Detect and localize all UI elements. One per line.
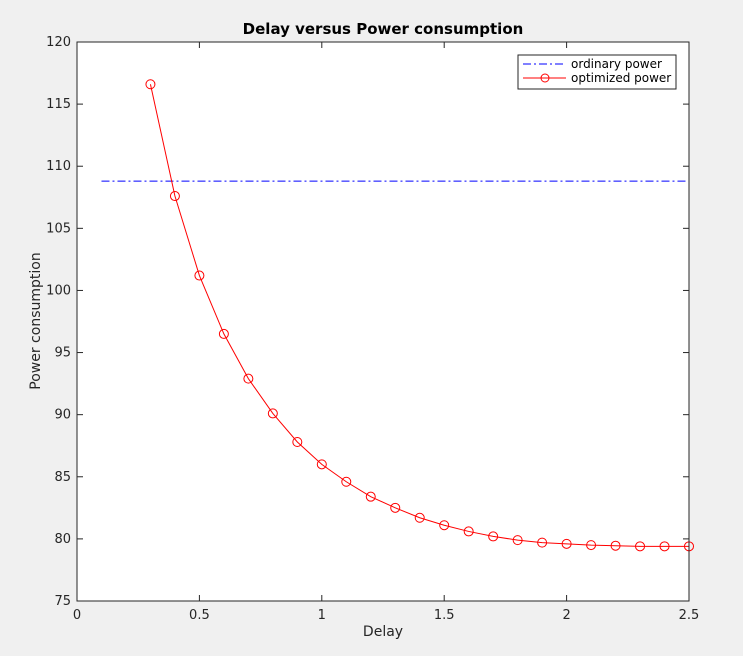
data-point-optimized-power	[365, 491, 376, 502]
data-point-optimized-power	[586, 540, 597, 551]
data-point-optimized-power	[659, 541, 670, 552]
plot-area	[77, 42, 689, 601]
data-point-optimized-power	[610, 540, 621, 551]
y-tick-label: 120	[46, 35, 71, 50]
data-point-optimized-power	[488, 531, 499, 542]
data-point-optimized-power	[169, 191, 180, 202]
data-point-optimized-power	[243, 373, 254, 384]
data-point-optimized-power	[439, 520, 450, 531]
data-point-optimized-power	[390, 502, 401, 513]
y-tick-label: 90	[54, 408, 71, 423]
data-point-optimized-power	[537, 537, 548, 548]
data-point-optimized-power	[341, 476, 352, 487]
axes-box	[76, 41, 690, 602]
data-point-optimized-power	[194, 270, 205, 281]
data-point-optimized-power	[561, 538, 572, 549]
legend-box	[517, 54, 677, 90]
y-tick-label: 105	[46, 221, 71, 236]
x-tick-label: 1.5	[434, 608, 455, 623]
y-axis-label: Power consumption	[28, 252, 44, 389]
series-line-optimized-power	[149, 84, 689, 547]
ticks-layer: 0 0.5 1 1.5 2 2.5 75 80 85 90 95 100 105 110 115 120	[46, 35, 699, 623]
data-point-optimized-power	[145, 79, 156, 90]
series-layer	[101, 79, 694, 552]
data-point-optimized-power	[635, 541, 646, 552]
legend-label-optimized-power: optimized power	[571, 71, 671, 85]
chart-title: Delay versus Power consumption	[243, 20, 524, 38]
data-point-optimized-power	[292, 436, 303, 447]
x-tick-label: 2.5	[679, 608, 700, 623]
y-tick-label: 100	[46, 283, 71, 298]
data-point-optimized-power	[267, 408, 278, 419]
y-tick-label: 85	[54, 470, 71, 485]
y-tick-label: 95	[54, 346, 71, 361]
y-tick-label: 110	[46, 159, 71, 174]
legend: ordinary power optimized power	[517, 54, 677, 90]
x-tick-label: 2	[562, 608, 570, 623]
data-point-optimized-power	[512, 535, 523, 546]
y-tick-label: 75	[54, 594, 71, 609]
legend-label-ordinary-power: ordinary power	[571, 57, 662, 71]
x-tick-label: 0	[73, 608, 81, 623]
y-tick-label: 115	[46, 97, 71, 112]
data-point-optimized-power	[414, 512, 425, 523]
data-point-optimized-power	[316, 459, 327, 470]
data-point-optimized-power	[463, 526, 474, 537]
data-point-optimized-power	[218, 328, 229, 339]
y-tick-label: 80	[54, 532, 71, 547]
x-tick-label: 0.5	[189, 608, 210, 623]
x-axis-label: Delay	[363, 624, 403, 640]
legend-marker-optimized-power	[540, 73, 550, 83]
x-tick-label: 1	[318, 608, 326, 623]
